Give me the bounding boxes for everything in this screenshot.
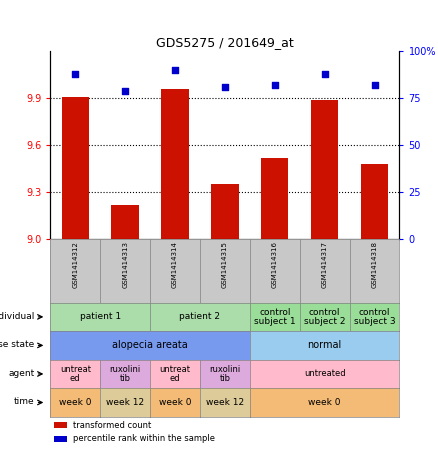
Text: week 0: week 0 bbox=[159, 398, 191, 407]
Text: control
subject 3: control subject 3 bbox=[354, 308, 396, 326]
Text: normal: normal bbox=[307, 340, 342, 351]
Point bbox=[172, 66, 179, 73]
Text: week 0: week 0 bbox=[59, 398, 92, 407]
Text: week 12: week 12 bbox=[206, 398, 244, 407]
Text: GSM1414315: GSM1414315 bbox=[222, 241, 228, 288]
Point bbox=[321, 70, 328, 77]
Point bbox=[122, 87, 129, 94]
Bar bbox=[54, 422, 67, 428]
Point bbox=[371, 82, 378, 89]
Text: alopecia areata: alopecia areata bbox=[112, 340, 188, 351]
Text: GSM1414317: GSM1414317 bbox=[321, 241, 328, 288]
Text: week 12: week 12 bbox=[106, 398, 144, 407]
Text: ruxolini
tib: ruxolini tib bbox=[110, 365, 141, 383]
Text: untreated: untreated bbox=[304, 370, 346, 378]
Bar bbox=[54, 436, 67, 442]
Point bbox=[221, 83, 229, 91]
Text: GSM1414313: GSM1414313 bbox=[122, 241, 128, 288]
Point bbox=[271, 82, 278, 89]
Text: ruxolini
tib: ruxolini tib bbox=[209, 365, 240, 383]
Text: patient 1: patient 1 bbox=[80, 313, 121, 321]
Text: percentile rank within the sample: percentile rank within the sample bbox=[73, 434, 215, 443]
Text: agent: agent bbox=[8, 369, 35, 378]
Text: individual: individual bbox=[0, 312, 35, 321]
Text: time: time bbox=[14, 397, 35, 406]
Point bbox=[72, 70, 79, 77]
Bar bbox=[111, 205, 139, 239]
Bar bbox=[311, 100, 339, 239]
Text: transformed count: transformed count bbox=[73, 420, 151, 429]
Bar bbox=[161, 89, 189, 239]
Text: GSM1414318: GSM1414318 bbox=[371, 241, 378, 288]
Text: disease state: disease state bbox=[0, 340, 35, 349]
Text: GSM1414312: GSM1414312 bbox=[72, 241, 78, 288]
Text: control
subject 1: control subject 1 bbox=[254, 308, 296, 326]
Text: untreat
ed: untreat ed bbox=[159, 365, 191, 383]
Text: GSM1414316: GSM1414316 bbox=[272, 241, 278, 288]
Bar bbox=[62, 96, 89, 239]
Bar bbox=[261, 158, 289, 239]
Text: untreat
ed: untreat ed bbox=[60, 365, 91, 383]
Text: GSM1414314: GSM1414314 bbox=[172, 241, 178, 288]
Text: week 0: week 0 bbox=[308, 398, 341, 407]
Bar bbox=[211, 184, 239, 239]
Bar bbox=[361, 164, 388, 239]
Title: GDS5275 / 201649_at: GDS5275 / 201649_at bbox=[156, 36, 294, 48]
Text: control
subject 2: control subject 2 bbox=[304, 308, 346, 326]
Text: patient 2: patient 2 bbox=[180, 313, 220, 321]
